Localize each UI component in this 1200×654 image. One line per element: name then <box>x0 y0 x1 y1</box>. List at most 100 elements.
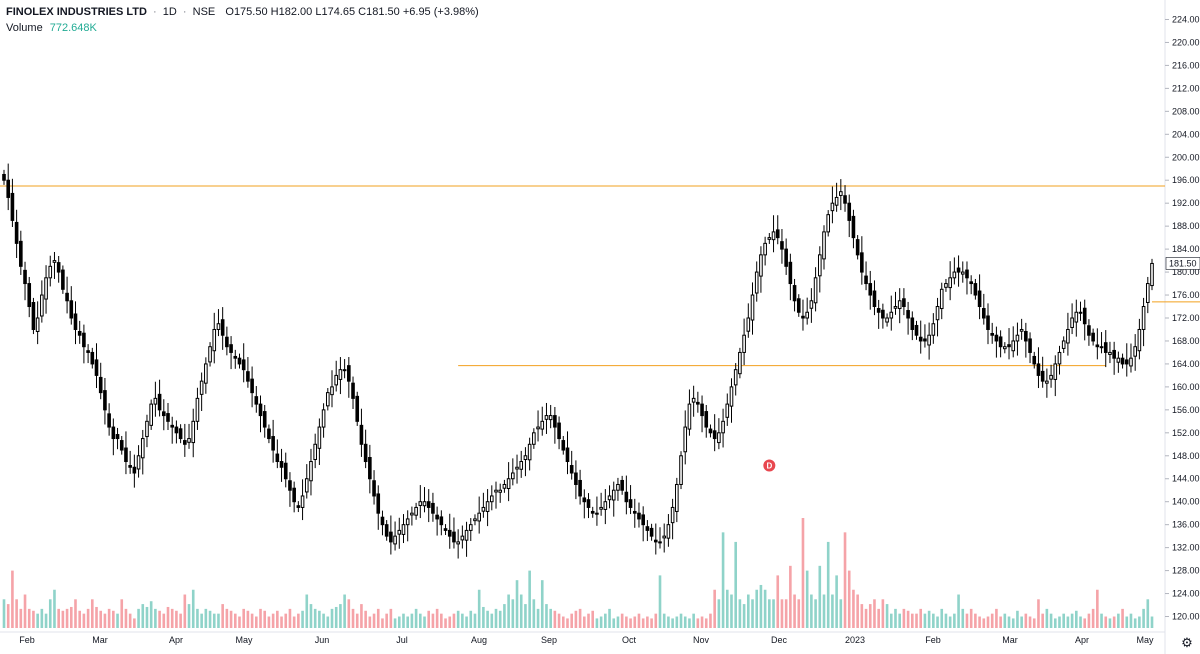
volume-bar <box>789 565 792 628</box>
volume-bar <box>212 613 216 628</box>
candle-body <box>183 440 187 445</box>
candle <box>763 236 767 266</box>
candle <box>826 210 831 237</box>
candle-body <box>666 524 671 539</box>
candle-body <box>780 241 784 250</box>
volume-bar <box>448 616 452 628</box>
volume-bar <box>330 608 334 628</box>
volume-bar <box>120 599 124 628</box>
volume-value: 772.648K <box>49 22 97 34</box>
candle-body <box>897 300 902 310</box>
volume-bar <box>364 610 367 628</box>
volume-bar <box>654 613 658 628</box>
candle-body <box>1053 363 1058 380</box>
volume-bar <box>334 606 338 628</box>
candle <box>90 347 95 369</box>
candle-body <box>952 271 957 279</box>
volume-bar <box>549 608 552 628</box>
candle-body <box>1019 328 1024 332</box>
candle <box>658 527 662 549</box>
candle-body <box>796 298 801 313</box>
candle-body <box>994 334 999 342</box>
candle <box>910 311 915 341</box>
candle <box>944 278 948 292</box>
candle <box>119 435 124 455</box>
candle <box>258 395 263 433</box>
candle <box>796 294 801 317</box>
volume-bar <box>347 599 351 628</box>
symbol-name[interactable]: FINOLEX INDUSTRIES LTD <box>6 6 147 18</box>
volume-bar <box>250 613 254 628</box>
candle-body <box>292 487 296 503</box>
candle-body <box>775 229 780 239</box>
candle <box>973 278 978 300</box>
candle-body <box>250 378 254 394</box>
candle-body <box>649 527 654 537</box>
candle <box>44 265 48 314</box>
volume-bar <box>1117 613 1120 628</box>
candle <box>195 387 200 430</box>
candle <box>351 376 355 409</box>
close-label: C <box>358 6 367 18</box>
candle <box>788 253 793 301</box>
candle <box>225 326 229 356</box>
candle <box>347 357 351 398</box>
candle-body <box>456 541 460 545</box>
candle <box>473 514 477 526</box>
candle-body <box>931 323 936 336</box>
candle-body <box>826 214 831 233</box>
legend-separator: · <box>153 6 157 18</box>
volume-bar <box>1066 616 1070 628</box>
candle <box>452 517 456 549</box>
candle <box>447 513 452 549</box>
candle <box>536 410 540 442</box>
volume-bar <box>805 570 809 628</box>
candle <box>1066 312 1070 356</box>
candle <box>40 280 44 323</box>
candle-body <box>195 397 200 422</box>
volume-bar <box>906 610 910 628</box>
candle <box>611 481 616 517</box>
candle <box>296 501 301 513</box>
volume-bar <box>763 589 767 628</box>
candle-body <box>1070 317 1074 328</box>
candle <box>35 301 40 345</box>
candle-body <box>452 531 456 543</box>
volume-bar <box>1024 613 1028 628</box>
volume-bar <box>297 613 300 628</box>
candle <box>204 357 208 394</box>
candle-body <box>338 369 343 380</box>
candle-body <box>553 415 557 428</box>
candle <box>927 322 931 360</box>
candle-body <box>52 260 57 263</box>
volume-bar <box>280 616 283 628</box>
volume-bar <box>1104 616 1108 628</box>
volume-label[interactable]: Volume <box>6 22 43 34</box>
volume-bar <box>633 616 637 628</box>
candle <box>86 344 90 364</box>
candle-body <box>582 497 587 503</box>
volume-bar <box>889 613 893 628</box>
candle <box>1129 343 1133 373</box>
volume-bar <box>191 589 195 628</box>
candle <box>1099 332 1104 354</box>
candle-body <box>254 396 259 405</box>
candle <box>540 406 545 436</box>
volume-bar <box>974 613 977 628</box>
interval-label[interactable]: 1D <box>162 6 177 18</box>
candle-body <box>313 443 317 461</box>
volume-bar <box>1142 608 1145 628</box>
candle-body <box>27 283 32 308</box>
candle-body <box>98 376 103 394</box>
volume-bar <box>99 610 103 628</box>
candle-body <box>225 336 229 348</box>
candle <box>1150 258 1154 291</box>
settings-gear-icon[interactable]: ⚙ <box>1181 635 1193 650</box>
candle <box>653 523 658 555</box>
candle <box>1049 364 1053 388</box>
candle <box>124 431 128 475</box>
volume-bar <box>200 613 203 628</box>
candle-body <box>1120 357 1125 365</box>
candle-body <box>233 355 238 359</box>
